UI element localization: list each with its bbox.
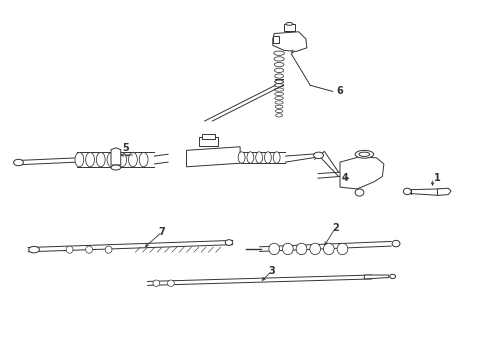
Ellipse shape [359, 152, 370, 157]
Ellipse shape [269, 243, 280, 255]
Polygon shape [187, 147, 240, 167]
Ellipse shape [274, 57, 284, 61]
Ellipse shape [403, 188, 411, 195]
Ellipse shape [105, 246, 112, 253]
Ellipse shape [97, 153, 105, 167]
Ellipse shape [286, 22, 293, 25]
Ellipse shape [86, 246, 93, 253]
Ellipse shape [275, 80, 284, 84]
Ellipse shape [29, 247, 39, 253]
Ellipse shape [355, 150, 374, 158]
Ellipse shape [111, 165, 121, 170]
Polygon shape [438, 188, 451, 195]
Ellipse shape [75, 153, 84, 167]
Ellipse shape [390, 274, 395, 279]
Ellipse shape [153, 280, 160, 287]
Ellipse shape [86, 153, 95, 167]
Bar [284, 24, 294, 31]
Ellipse shape [256, 152, 263, 163]
Ellipse shape [296, 243, 307, 255]
Ellipse shape [274, 88, 284, 91]
Ellipse shape [128, 153, 137, 167]
Ellipse shape [310, 243, 320, 255]
Ellipse shape [274, 51, 285, 55]
Polygon shape [273, 32, 307, 51]
Ellipse shape [274, 84, 284, 87]
Ellipse shape [107, 153, 116, 167]
Ellipse shape [337, 243, 348, 255]
Ellipse shape [273, 152, 280, 163]
Ellipse shape [275, 101, 283, 104]
Ellipse shape [275, 114, 283, 117]
Ellipse shape [275, 74, 284, 78]
Bar [202, 134, 215, 139]
Text: 4: 4 [342, 173, 348, 183]
Ellipse shape [274, 63, 284, 67]
Ellipse shape [283, 243, 293, 255]
Ellipse shape [274, 68, 284, 72]
Ellipse shape [392, 240, 400, 247]
Bar [199, 137, 218, 146]
Text: 6: 6 [337, 86, 343, 96]
Text: 5: 5 [122, 143, 129, 153]
Ellipse shape [275, 105, 283, 108]
Text: 3: 3 [269, 266, 275, 276]
Ellipse shape [168, 280, 174, 287]
Text: 7: 7 [159, 227, 166, 237]
Polygon shape [340, 157, 384, 189]
Text: 1: 1 [434, 173, 441, 183]
Ellipse shape [225, 240, 233, 246]
Ellipse shape [323, 243, 334, 255]
Polygon shape [365, 275, 389, 279]
Polygon shape [111, 148, 121, 165]
Ellipse shape [275, 96, 283, 100]
Bar [273, 36, 279, 43]
Ellipse shape [238, 152, 245, 163]
Ellipse shape [139, 153, 148, 167]
Ellipse shape [274, 92, 284, 95]
Ellipse shape [66, 246, 73, 253]
Ellipse shape [247, 152, 254, 163]
Ellipse shape [118, 153, 126, 167]
Ellipse shape [355, 189, 364, 196]
Ellipse shape [14, 159, 24, 166]
Ellipse shape [265, 152, 271, 163]
Ellipse shape [314, 152, 323, 158]
Text: 2: 2 [332, 223, 339, 233]
Ellipse shape [275, 109, 283, 113]
